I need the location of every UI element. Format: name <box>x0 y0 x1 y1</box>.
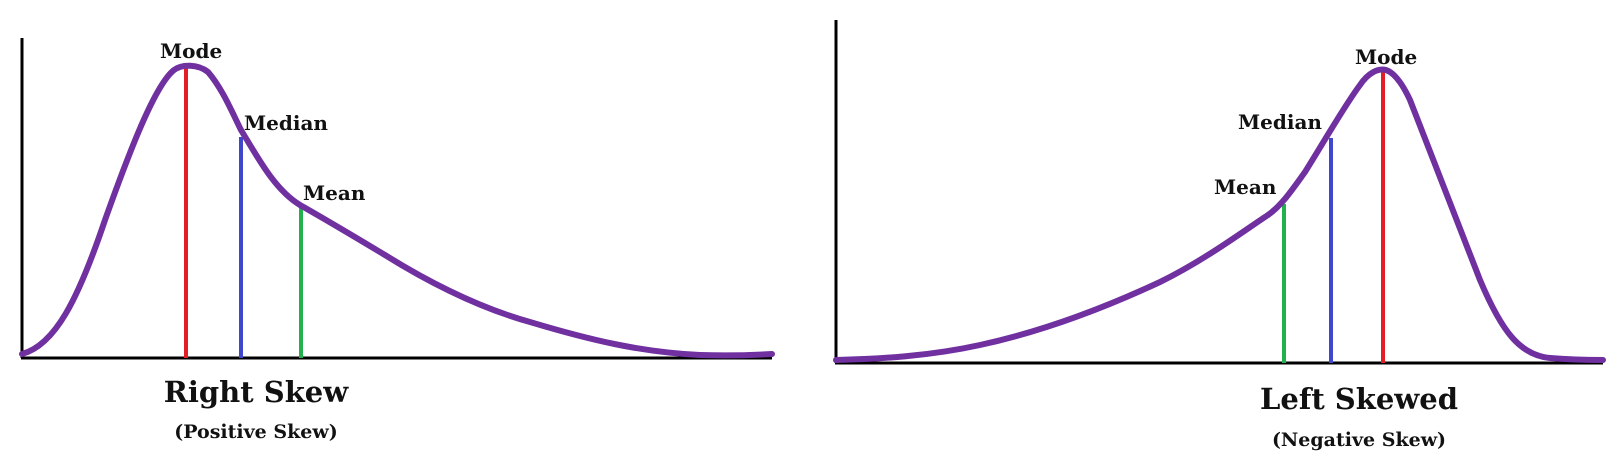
left-distribution-curve <box>19 62 775 359</box>
right-median-label: Median <box>1238 110 1322 134</box>
left-skew-panel: Mode Median Mean Left Skewed (Negative S… <box>833 20 1606 451</box>
right-skew-panel: Mode Median Mean Right Skew (Positive Sk… <box>19 38 775 443</box>
right-mean-label: Mean <box>1214 175 1277 199</box>
left-mean-label: Mean <box>303 181 366 205</box>
left-panel-title: Right Skew <box>164 375 349 409</box>
right-panel-title: Left Skewed <box>1260 382 1458 416</box>
left-median-label: Median <box>244 111 328 135</box>
left-mode-label: Mode <box>160 39 222 63</box>
right-distribution-curve <box>833 66 1606 363</box>
right-mode-label: Mode <box>1355 45 1417 69</box>
right-panel-subtitle: (Negative Skew) <box>1272 429 1446 451</box>
left-panel-subtitle: (Positive Skew) <box>174 421 337 443</box>
